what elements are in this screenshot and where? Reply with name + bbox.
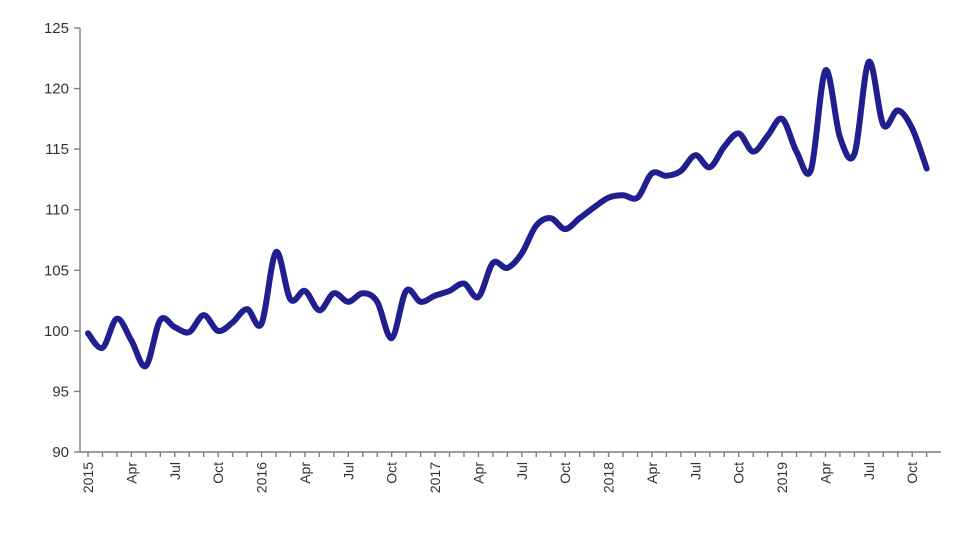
x-axis-tick-label: Oct — [384, 462, 400, 484]
x-axis-tick-label: Jul — [861, 462, 877, 480]
x-axis-tick-label: Apr — [123, 462, 139, 484]
x-axis-tick-label: Jul — [687, 462, 703, 480]
x-axis-tick-label: Jul — [340, 462, 356, 480]
x-axis-tick-label: Apr — [470, 462, 486, 484]
y-axis-tick-label: 110 — [45, 202, 69, 219]
x-axis-tick-label: Oct — [210, 462, 226, 484]
x-axis-tick-label: Jul — [514, 462, 530, 480]
x-axis-tick-label: Oct — [731, 462, 747, 484]
data-series-line — [85, 58, 930, 370]
x-axis-tick-label: 2017 — [427, 462, 443, 493]
y-axis-tick-label: 90 — [52, 444, 69, 461]
x-axis-tick-label: Jul — [167, 462, 183, 480]
x-axis-tick-label: 2018 — [601, 462, 617, 493]
x-axis-tick-label: Oct — [904, 462, 920, 484]
x-axis-tick-label: Apr — [817, 462, 833, 484]
y-axis-tick-label: 125 — [44, 20, 69, 37]
y-axis-tick-label: 115 — [45, 141, 69, 158]
x-axis-tick-label: 2019 — [774, 462, 790, 493]
y-axis-tick-label: 120 — [44, 81, 69, 98]
x-axis-tick-label: Apr — [644, 462, 660, 484]
y-axis-tick-label: 100 — [44, 323, 69, 340]
y-axis-tick-label: 95 — [52, 383, 69, 400]
x-axis-tick-label: Oct — [557, 462, 573, 484]
y-axis-tick-label: 105 — [44, 262, 69, 279]
x-axis-tick-label: Apr — [297, 462, 313, 484]
x-axis-tick-label: 2016 — [254, 462, 270, 493]
x-axis-tick-label: 2015 — [80, 462, 96, 493]
